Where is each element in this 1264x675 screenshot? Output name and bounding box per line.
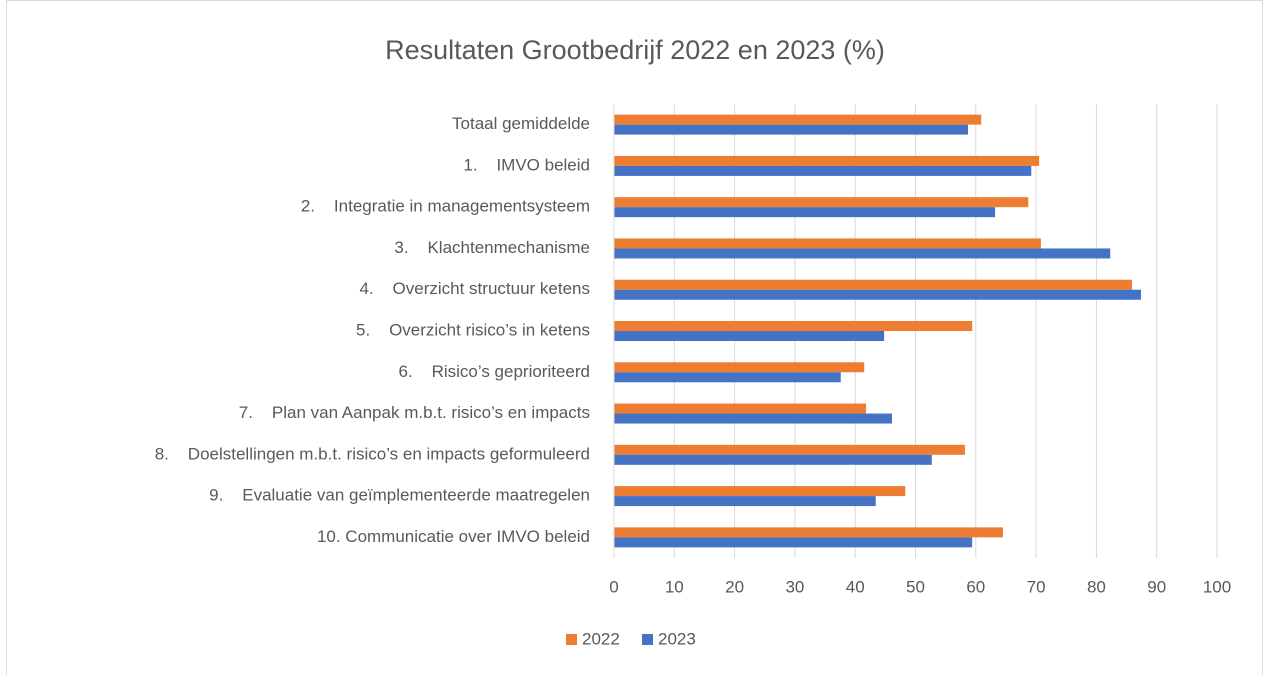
x-tick-label: 0 [609, 577, 618, 596]
y-tick-label: 5. Overzicht risico’s in ketens [356, 320, 590, 339]
x-tick-label: 10 [665, 577, 684, 596]
x-tick-label: 90 [1147, 577, 1166, 596]
bar [614, 527, 1003, 538]
bar [614, 155, 1040, 166]
legend-swatch [566, 634, 577, 645]
bar [614, 331, 885, 341]
bar [614, 403, 867, 414]
x-tick-label: 70 [1027, 577, 1046, 596]
bar [614, 372, 841, 383]
legend-label: 2022 [582, 629, 620, 648]
x-tick-label: 30 [785, 577, 804, 596]
x-tick-label: 50 [906, 577, 925, 596]
x-tick-label: 20 [725, 577, 744, 596]
bar [614, 289, 1142, 300]
bar [614, 207, 996, 218]
y-tick-label: 3. Klachtenmechanisme [394, 238, 590, 257]
bar [614, 248, 1111, 259]
bar [614, 496, 876, 507]
x-tick-label: 40 [846, 577, 865, 596]
bar [614, 362, 865, 373]
y-tick-label: 1. IMVO beleid [463, 155, 590, 174]
bar [614, 413, 892, 424]
chart-title: Resultaten Grootbedrijf 2022 en 2023 (%) [385, 35, 885, 65]
y-tick-label: 10. Communicatie over IMVO beleid [317, 527, 590, 546]
legend-swatch [642, 634, 653, 645]
bar [614, 486, 906, 497]
y-tick-label: 6. Risico’s geprioriteerd [399, 362, 591, 381]
bar [614, 197, 1029, 208]
bar [614, 279, 1132, 290]
x-tick-label: 60 [966, 577, 985, 596]
bar [614, 321, 973, 331]
bar [614, 238, 1041, 249]
y-tick-label: 9. Evaluatie van geïmplementeerde maatre… [209, 486, 590, 505]
bar [614, 165, 1032, 176]
y-tick-label: 7. Plan van Aanpak m.b.t. risico’s en im… [239, 403, 590, 422]
y-tick-label: 2. Integratie in managementsysteem [301, 197, 590, 216]
y-tick-label: 8. Doelstellingen m.b.t. risico’s en imp… [155, 444, 590, 463]
bar [614, 124, 968, 135]
x-tick-label: 80 [1087, 577, 1106, 596]
bar [614, 454, 932, 465]
y-tick-label: 4. Overzicht structuur ketens [359, 279, 590, 298]
bar [614, 537, 973, 548]
legend-label: 2023 [658, 629, 696, 648]
bar [614, 444, 965, 455]
bar [614, 114, 982, 125]
y-tick-label: Totaal gemiddelde [452, 114, 590, 133]
x-tick-label: 100 [1203, 577, 1231, 596]
